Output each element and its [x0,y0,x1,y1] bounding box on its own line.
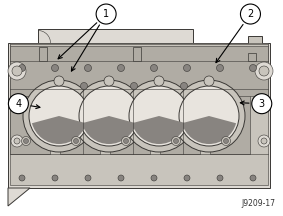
Circle shape [129,86,189,146]
Circle shape [85,65,91,71]
Text: 2: 2 [247,9,254,19]
Bar [10,43,268,185]
Circle shape [12,66,22,76]
Circle shape [11,135,23,147]
Circle shape [23,80,95,152]
Wedge shape [182,116,236,144]
Bar [10,44,268,61]
Bar [110,89,150,154]
Text: 1: 1 [103,9,109,19]
Circle shape [250,65,256,71]
Circle shape [22,137,31,146]
Circle shape [259,66,269,76]
Circle shape [117,65,125,71]
Circle shape [216,65,224,71]
Bar [10,89,50,154]
Text: 4: 4 [15,99,22,109]
Circle shape [72,137,80,146]
Bar [60,89,100,154]
Bar [38,29,193,43]
Circle shape [8,94,28,114]
Circle shape [118,175,124,181]
Circle shape [79,86,139,146]
Circle shape [183,65,190,71]
Circle shape [179,86,239,146]
Bar [210,89,250,154]
Circle shape [181,83,188,89]
Circle shape [52,65,59,71]
Circle shape [29,86,89,146]
Circle shape [252,94,272,114]
Circle shape [184,175,190,181]
Circle shape [151,65,158,71]
Bar [8,43,270,188]
Circle shape [85,175,91,181]
Wedge shape [132,116,186,144]
Circle shape [80,83,87,89]
Circle shape [130,83,138,89]
Circle shape [171,137,181,146]
Circle shape [154,76,164,86]
Circle shape [250,175,256,181]
Wedge shape [82,116,136,144]
Circle shape [18,65,25,71]
Circle shape [121,137,130,146]
Bar [248,53,256,61]
Circle shape [123,138,128,143]
Circle shape [54,76,64,86]
Circle shape [8,62,26,80]
Bar [248,36,262,48]
Text: 3: 3 [259,99,265,109]
Bar [39,47,47,61]
Circle shape [52,175,58,181]
Bar [10,46,268,96]
Circle shape [74,138,78,143]
Circle shape [224,138,228,143]
Circle shape [173,138,179,143]
Bar [133,47,141,61]
Circle shape [258,135,270,147]
Circle shape [73,80,145,152]
Bar [160,89,200,154]
Polygon shape [8,188,30,206]
Circle shape [19,175,25,181]
Circle shape [96,4,116,24]
Circle shape [123,80,195,152]
Circle shape [261,138,267,144]
Circle shape [241,4,260,24]
Circle shape [217,175,223,181]
Circle shape [14,138,20,144]
Text: J9209-17: J9209-17 [241,199,275,208]
Circle shape [255,62,273,80]
Circle shape [204,76,214,86]
Circle shape [151,175,157,181]
Circle shape [104,76,114,86]
Circle shape [173,80,245,152]
Wedge shape [32,116,86,144]
Circle shape [23,138,29,143]
Circle shape [222,137,230,146]
